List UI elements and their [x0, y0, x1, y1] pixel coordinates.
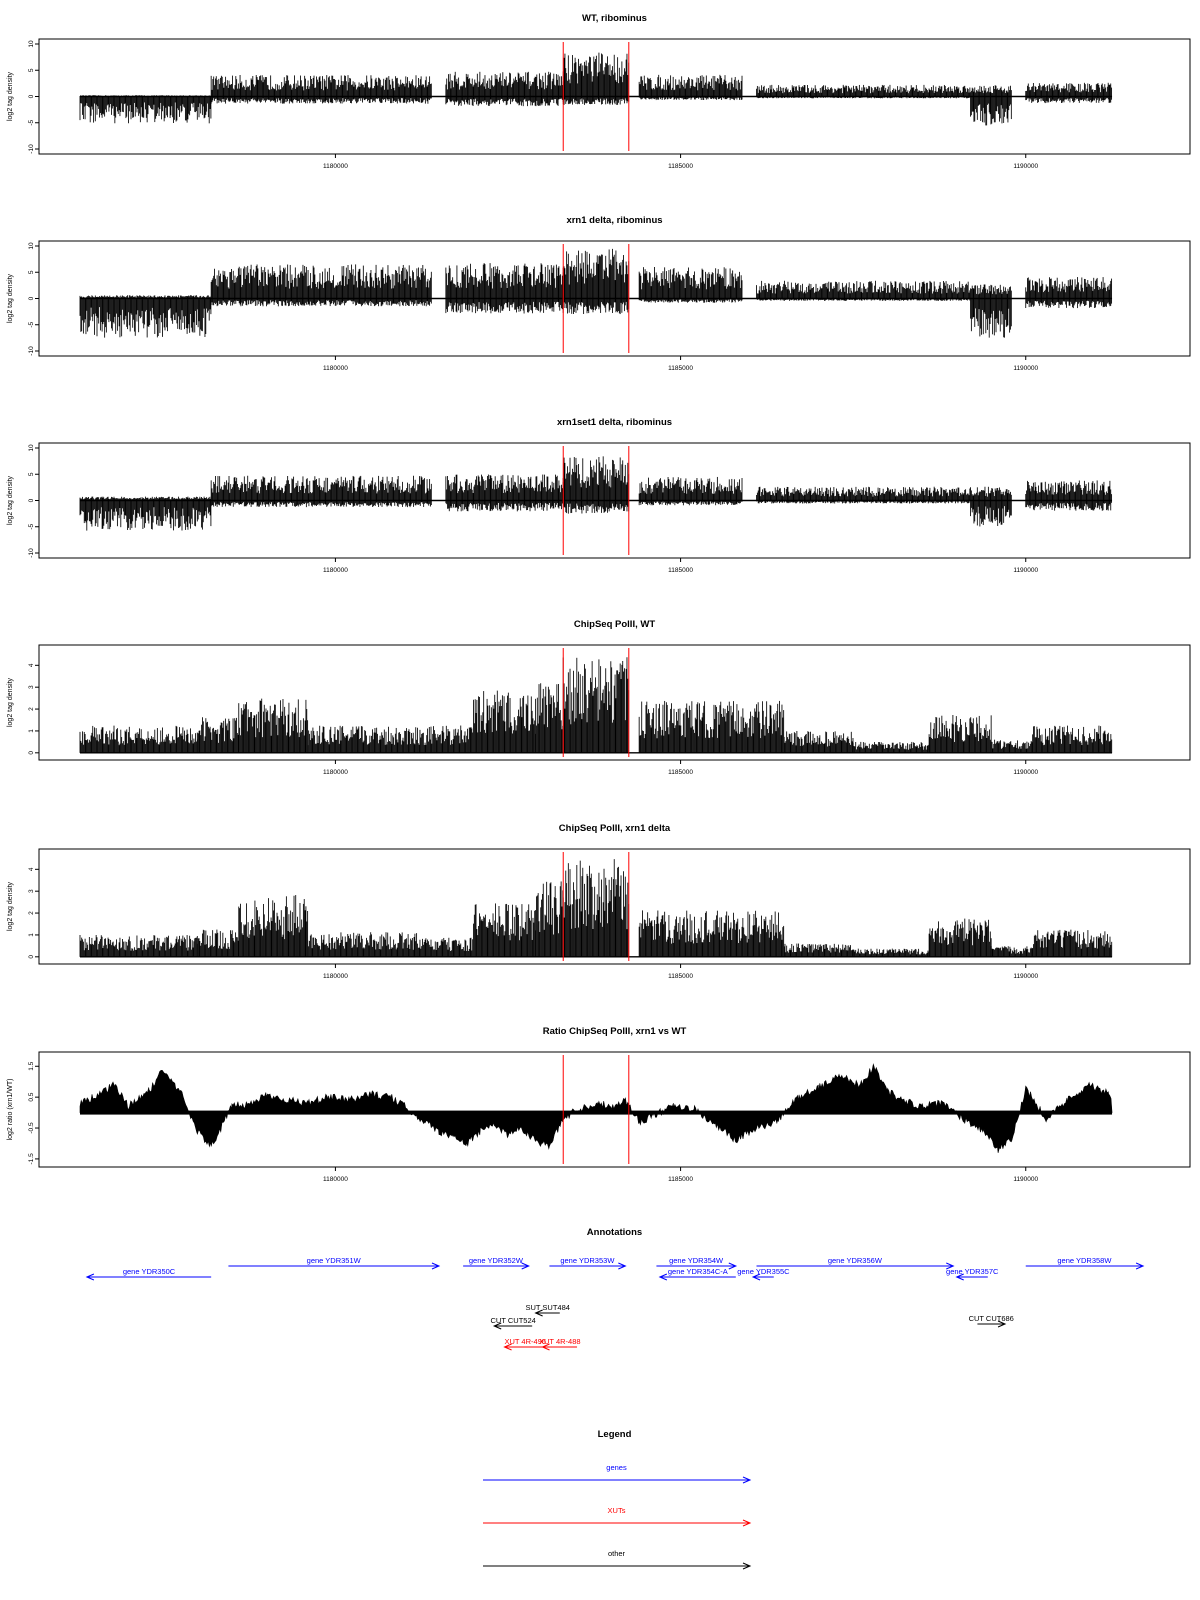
x-tick-label: 1185000 — [668, 163, 693, 170]
x-tick-label: 1190000 — [1013, 567, 1038, 574]
track-panel: xrn1set1 delta, ribominus 10 5 0 -5 -10 log2 t… — [7, 417, 1191, 574]
y-tick-label: -10 — [28, 548, 35, 558]
panel-title: xrn1 delta, ribominus — [566, 215, 662, 226]
x-tick-label: 1190000 — [1013, 365, 1038, 372]
x-tick-label: 1185000 — [668, 567, 693, 574]
y-axis-label: log2 tag density — [7, 71, 14, 121]
y-tick-label: -5 — [28, 523, 35, 529]
y-tick-label: 10 — [28, 40, 35, 48]
track-panel: WT, ribominus 10 5 0 -5 -10 log2 tag density 11… — [7, 13, 1191, 170]
y-axis-label: log2 tag density — [7, 475, 14, 525]
x-tick-label: 1185000 — [668, 365, 693, 372]
y-axis-label: log2 tag density — [7, 273, 14, 323]
y-tick-label: 10 — [28, 444, 35, 452]
data-bars — [79, 248, 1113, 338]
y-tick-label: 5 — [28, 68, 35, 72]
y-tick-label: 5 — [28, 472, 35, 476]
data-bars — [79, 52, 1113, 126]
data-bars — [79, 456, 1113, 531]
y-tick-label: -5 — [28, 321, 35, 327]
y-tick-label: 0 — [28, 498, 35, 502]
x-tick-label: 1190000 — [1013, 163, 1038, 170]
y-tick-label: 0 — [28, 94, 35, 98]
y-tick-label: 5 — [28, 270, 35, 274]
y-tick-label: -5 — [28, 119, 35, 125]
y-tick-label: -10 — [28, 346, 35, 356]
y-tick-label: 10 — [28, 242, 35, 250]
panel-title: WT, ribominus — [582, 13, 647, 24]
y-tick-label: -10 — [28, 144, 35, 154]
x-tick-label: 1180000 — [323, 365, 348, 372]
track-panel: xrn1 delta, ribominus 10 5 0 -5 -10 log2 tag d… — [7, 215, 1191, 372]
x-tick-label: 1180000 — [323, 567, 348, 574]
x-tick-label: 1180000 — [323, 163, 348, 170]
panel-title: xrn1set1 delta, ribominus — [557, 417, 672, 428]
y-tick-label: 0 — [28, 296, 35, 300]
